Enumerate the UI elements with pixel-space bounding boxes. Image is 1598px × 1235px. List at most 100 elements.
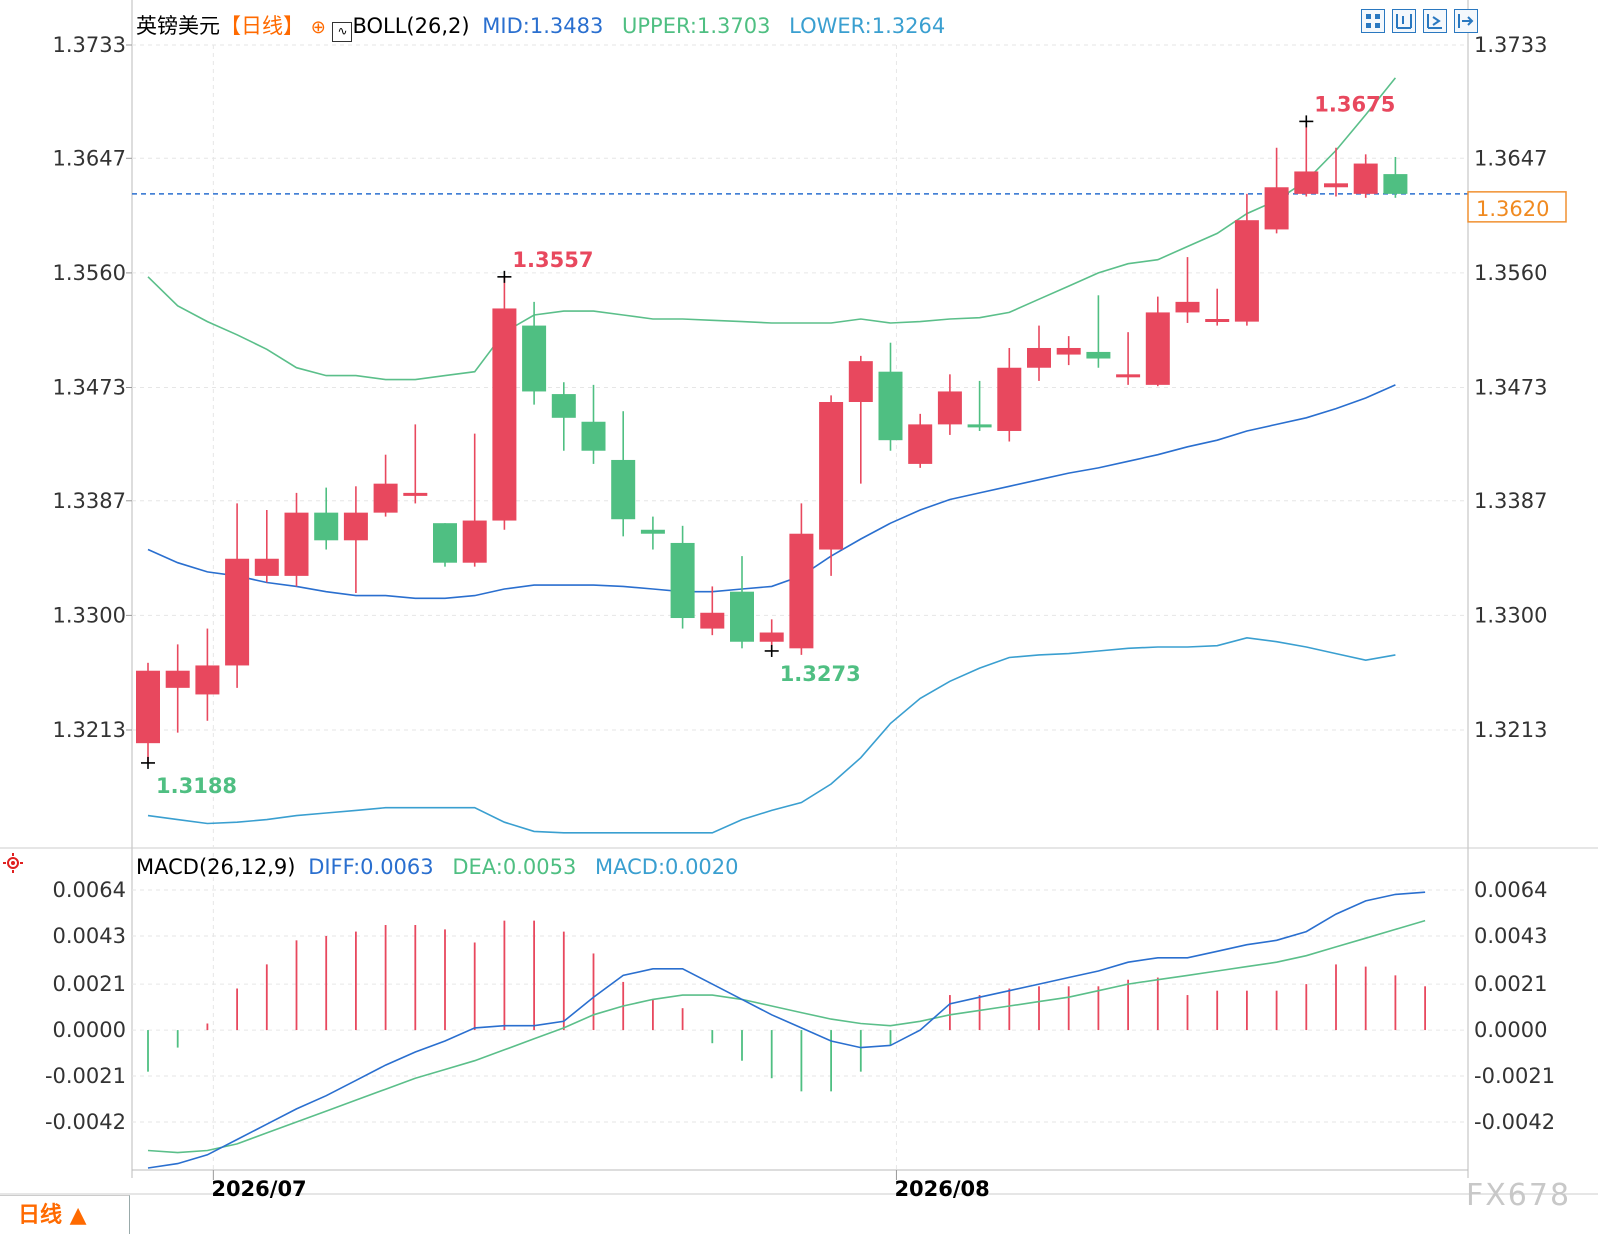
candle-body bbox=[848, 361, 873, 402]
candle bbox=[1383, 156, 1408, 198]
candle bbox=[462, 433, 487, 567]
candle bbox=[967, 380, 992, 431]
macd-tick-label-right: 0.0000 bbox=[1474, 1018, 1547, 1042]
macd-label[interactable]: MACD(26,12,9) bbox=[136, 855, 296, 879]
candle bbox=[1086, 295, 1111, 368]
candle-body bbox=[1294, 171, 1319, 194]
candle bbox=[997, 347, 1022, 442]
candle bbox=[254, 510, 279, 583]
candle-body bbox=[937, 391, 962, 425]
candle bbox=[522, 301, 547, 405]
settings-icon[interactable] bbox=[2, 852, 24, 874]
candle-body bbox=[403, 492, 428, 496]
candle bbox=[373, 454, 398, 517]
candle-body bbox=[462, 520, 487, 563]
last-price-box bbox=[1467, 191, 1567, 223]
candle-body bbox=[1264, 187, 1289, 230]
boll-upper-line bbox=[147, 77, 1397, 381]
candle-body bbox=[1086, 351, 1111, 359]
low-price-label: 1.3188 bbox=[156, 774, 237, 798]
candle-body bbox=[522, 325, 547, 392]
candle-body bbox=[492, 308, 517, 521]
candle bbox=[1294, 121, 1319, 197]
price-annotations: 1.3557 1.3273 1.3675 1.3188 bbox=[141, 92, 1395, 798]
macd-tick-label-right: 0.0043 bbox=[1474, 924, 1547, 948]
candle bbox=[819, 395, 844, 576]
boll-lower-value: LOWER:1.3264 bbox=[789, 14, 946, 38]
candle-body bbox=[878, 371, 903, 441]
high-price-label: 1.3675 bbox=[1314, 92, 1395, 116]
candle-body bbox=[670, 542, 695, 619]
candle bbox=[1027, 325, 1051, 381]
price-tick-label-left: 1.3473 bbox=[53, 376, 126, 400]
candle bbox=[195, 628, 220, 721]
candle bbox=[1324, 147, 1348, 197]
grid-icon[interactable] bbox=[1361, 9, 1385, 33]
candle bbox=[1175, 257, 1200, 323]
candle bbox=[848, 355, 873, 484]
add-icon[interactable]: ⊕ bbox=[310, 17, 326, 38]
next-icon[interactable] bbox=[1454, 9, 1478, 33]
candle-body bbox=[136, 670, 160, 744]
boll-label[interactable]: BOLL(26,2) bbox=[352, 14, 470, 38]
boll-bands bbox=[132, 77, 1468, 834]
export-icon[interactable] bbox=[1423, 9, 1447, 33]
candle bbox=[937, 374, 962, 435]
candle-body bbox=[611, 459, 636, 520]
candle-body bbox=[284, 512, 309, 576]
indicator-icon[interactable]: ∿ bbox=[332, 22, 353, 42]
candle-body bbox=[1175, 301, 1200, 313]
candle-body bbox=[1145, 312, 1170, 385]
price-tick-label-right: 1.3473 bbox=[1474, 376, 1547, 400]
boll-upper-value: UPPER:1.3703 bbox=[622, 14, 771, 38]
price-tick-label-right: 1.3560 bbox=[1474, 261, 1547, 285]
boll-lower-line bbox=[147, 636, 1396, 834]
candle bbox=[700, 586, 725, 636]
boll-mid-value: MID:1.3483 bbox=[482, 14, 604, 38]
macd-tick-label-left: 0.0043 bbox=[53, 924, 126, 948]
candle-body bbox=[789, 533, 814, 649]
candle-body bbox=[1205, 319, 1230, 322]
macd-tick-label-right: 0.0021 bbox=[1474, 972, 1547, 996]
macd-panel bbox=[147, 891, 1426, 1169]
price-tick-label-left: 1.3560 bbox=[53, 261, 126, 285]
macd-tick-label-right: -0.0021 bbox=[1474, 1064, 1555, 1088]
dea-line bbox=[147, 919, 1426, 1154]
candle bbox=[908, 413, 933, 468]
high-price-label: 1.3557 bbox=[512, 248, 593, 272]
period-label[interactable]: 【日线】 bbox=[220, 14, 304, 38]
macd-diff-value: DIFF:0.0063 bbox=[308, 855, 434, 879]
candle-body bbox=[551, 394, 576, 418]
candle-body bbox=[1056, 347, 1081, 355]
price-tick-label-left: 1.3300 bbox=[53, 603, 126, 627]
macd-tick-label-left: 0.0064 bbox=[53, 878, 126, 902]
candle-body bbox=[343, 512, 368, 541]
candle-body bbox=[225, 558, 250, 666]
last-price-label: 1.3620 bbox=[1476, 197, 1549, 221]
candle-body bbox=[581, 421, 606, 451]
price-tick-label-right: 1.3213 bbox=[1474, 718, 1547, 742]
candle-body bbox=[1116, 374, 1141, 378]
macd-dea-value: DEA:0.0053 bbox=[452, 855, 577, 879]
macd-hist-value: MACD:0.0020 bbox=[595, 855, 739, 879]
candle-body bbox=[730, 591, 754, 642]
price-tick-label-right: 1.3387 bbox=[1474, 489, 1547, 513]
chart-header: 英镑美元【日线】 ⊕ ∿ BOLL(26,2) MID:1.3483 UPPER:… bbox=[136, 10, 945, 42]
candle-body bbox=[254, 558, 279, 576]
candle bbox=[284, 492, 309, 587]
candle-body bbox=[640, 529, 665, 534]
candle bbox=[1264, 147, 1289, 234]
candle bbox=[581, 384, 606, 464]
candle bbox=[878, 342, 903, 451]
candle-body bbox=[819, 401, 844, 550]
candle-body bbox=[1353, 163, 1378, 194]
candle bbox=[492, 276, 517, 530]
candles[interactable] bbox=[136, 121, 1408, 763]
period-tab[interactable]: 日线 ▲ bbox=[0, 1195, 130, 1234]
candle bbox=[403, 424, 428, 504]
candle-body bbox=[1324, 183, 1348, 188]
candle-body bbox=[908, 424, 933, 464]
panel-icon[interactable] bbox=[1392, 9, 1416, 33]
axes: 2026/07 2026/08 1.3733 1.3733 1.3647 1.3647 1.… bbox=[45, 33, 1567, 1201]
